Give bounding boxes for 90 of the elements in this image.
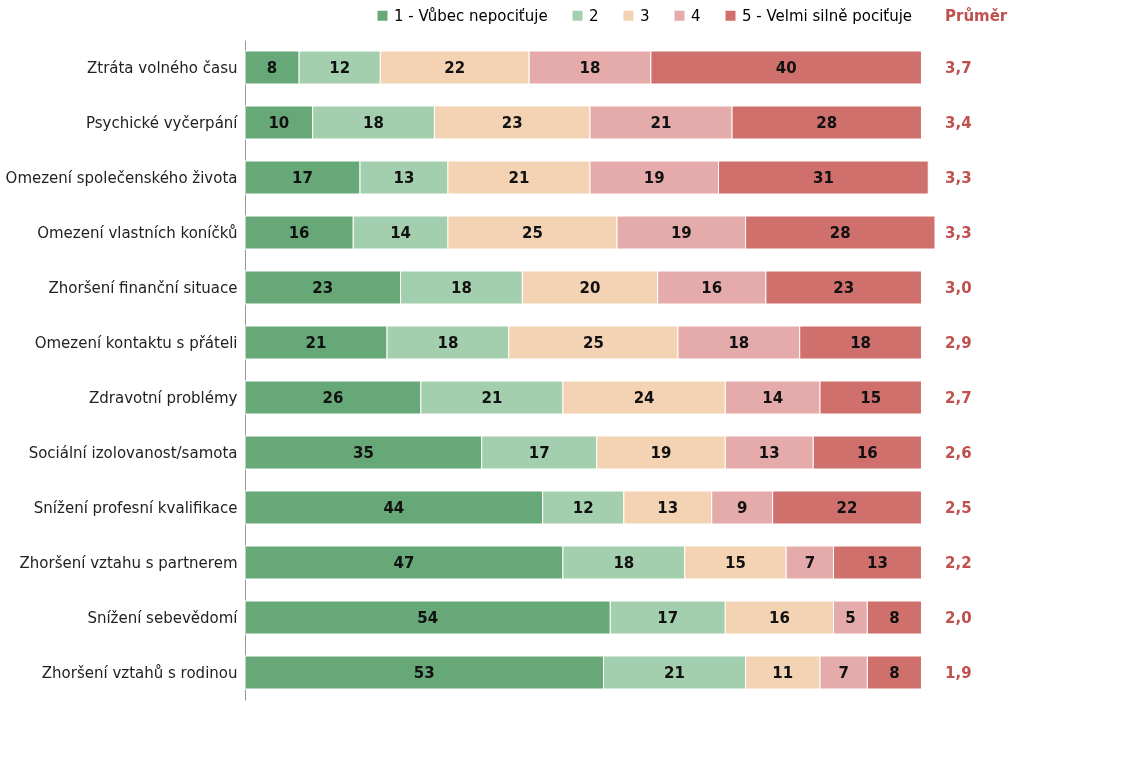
- y-tick-label: Omezení společenského života: [5, 168, 238, 187]
- text: 3,3: [945, 223, 972, 242]
- data-label: 20: [579, 278, 601, 297]
- data-label: 18: [613, 553, 635, 572]
- data-label: 21: [664, 663, 685, 682]
- y-tick-label: Zhoršení finanční situace: [48, 278, 238, 297]
- y-tick-label: Psychické vyčerpání: [85, 113, 239, 132]
- data-label: 17: [657, 608, 679, 627]
- data-label: 19: [650, 443, 672, 462]
- data-label: 5: [845, 608, 856, 627]
- data-label: 23: [312, 278, 334, 297]
- data-label: 14: [390, 223, 412, 242]
- data-label: 22: [444, 58, 466, 77]
- data-label: 13: [867, 553, 888, 572]
- data-label: 25: [522, 223, 543, 242]
- data-label: 35: [352, 443, 374, 462]
- data-label: 47: [393, 553, 415, 572]
- text: 3,7: [945, 58, 972, 77]
- data-label: 13: [657, 498, 679, 517]
- data-label: 12: [572, 498, 594, 517]
- data-label: 9: [736, 498, 748, 517]
- data-label: 16: [288, 223, 310, 242]
- text: 2,6: [945, 443, 972, 462]
- data-label: 19: [643, 168, 665, 187]
- data-label: 13: [393, 168, 415, 187]
- text: 2,0: [945, 608, 972, 627]
- legend-label: 2: [589, 6, 599, 25]
- data-label: 54: [417, 608, 439, 627]
- y-tick-label: Snížení profesní kvalifikace: [33, 498, 238, 517]
- text: 2,7: [945, 388, 972, 407]
- y-tick-label: Zdravotní problémy: [89, 388, 238, 407]
- data-label: 15: [860, 388, 882, 407]
- y-tick-label: Omezení vlastních koníčků: [37, 223, 238, 242]
- data-label: 21: [508, 168, 530, 187]
- data-label: 18: [437, 333, 459, 352]
- data-label: 21: [650, 113, 672, 132]
- data-label: 7: [838, 663, 849, 682]
- data-label: 11: [772, 663, 794, 682]
- legend-label: 3: [640, 6, 650, 25]
- data-label: 18: [850, 333, 872, 352]
- data-label: 8: [266, 58, 278, 77]
- data-label: 12: [329, 58, 351, 77]
- data-label: 18: [363, 113, 384, 132]
- data-label: 23: [833, 278, 855, 297]
- data-label: 22: [836, 498, 858, 517]
- data-label: 16: [856, 443, 878, 462]
- data-label: 8: [889, 608, 900, 627]
- data-label: 17: [528, 443, 550, 462]
- data-label: 8: [889, 663, 900, 682]
- text: 2,9: [945, 333, 972, 352]
- data-label: 26: [322, 388, 344, 407]
- legend-label: 1 - Vůbec nepociťuje: [394, 6, 548, 25]
- data-label: 18: [451, 278, 472, 297]
- data-label: 16: [768, 608, 790, 627]
- legend-label: 5 - Velmi silně pociťuje: [742, 6, 913, 25]
- data-label: 15: [725, 553, 746, 572]
- data-label: 16: [701, 278, 723, 297]
- text: 3,3: [945, 168, 972, 187]
- data-label: 21: [305, 333, 327, 352]
- data-label: 17: [292, 168, 313, 187]
- y-tick-label: Snížení sebevědomí: [87, 608, 239, 627]
- data-label: 18: [579, 58, 601, 77]
- data-label: 19: [670, 223, 692, 242]
- data-label: 14: [762, 388, 784, 407]
- legend-label: 4: [691, 6, 701, 25]
- data-label: 53: [413, 663, 435, 682]
- text: 2,2: [945, 553, 972, 572]
- data-label: 10: [268, 113, 290, 132]
- data-label: 23: [501, 113, 523, 132]
- data-label: 28: [829, 223, 851, 242]
- y-tick-label: Zhoršení vztahu s partnerem: [19, 553, 238, 572]
- text: Průměr: [945, 7, 1008, 25]
- y-tick-label: Zhoršení vztahů s rodinou: [41, 663, 238, 682]
- data-label: 44: [383, 498, 405, 517]
- y-tick-label: Omezení kontaktu s přáteli: [34, 333, 238, 352]
- data-label: 24: [633, 388, 655, 407]
- data-label: 25: [582, 333, 604, 352]
- data-label: 18: [728, 333, 750, 352]
- text: 3,0: [945, 278, 972, 297]
- text: 1,9: [945, 663, 972, 682]
- text: 3,4: [945, 113, 972, 132]
- data-label: 28: [816, 113, 838, 132]
- data-label: 13: [758, 443, 780, 462]
- data-label: 21: [481, 388, 503, 407]
- y-tick-label: Sociální izolovanost/samota: [28, 443, 238, 462]
- text: 2,5: [945, 498, 972, 517]
- data-label: 7: [804, 553, 816, 572]
- data-label: 40: [775, 58, 797, 77]
- y-tick-label: Ztráta volného času: [86, 58, 238, 77]
- data-label: 31: [812, 168, 834, 187]
